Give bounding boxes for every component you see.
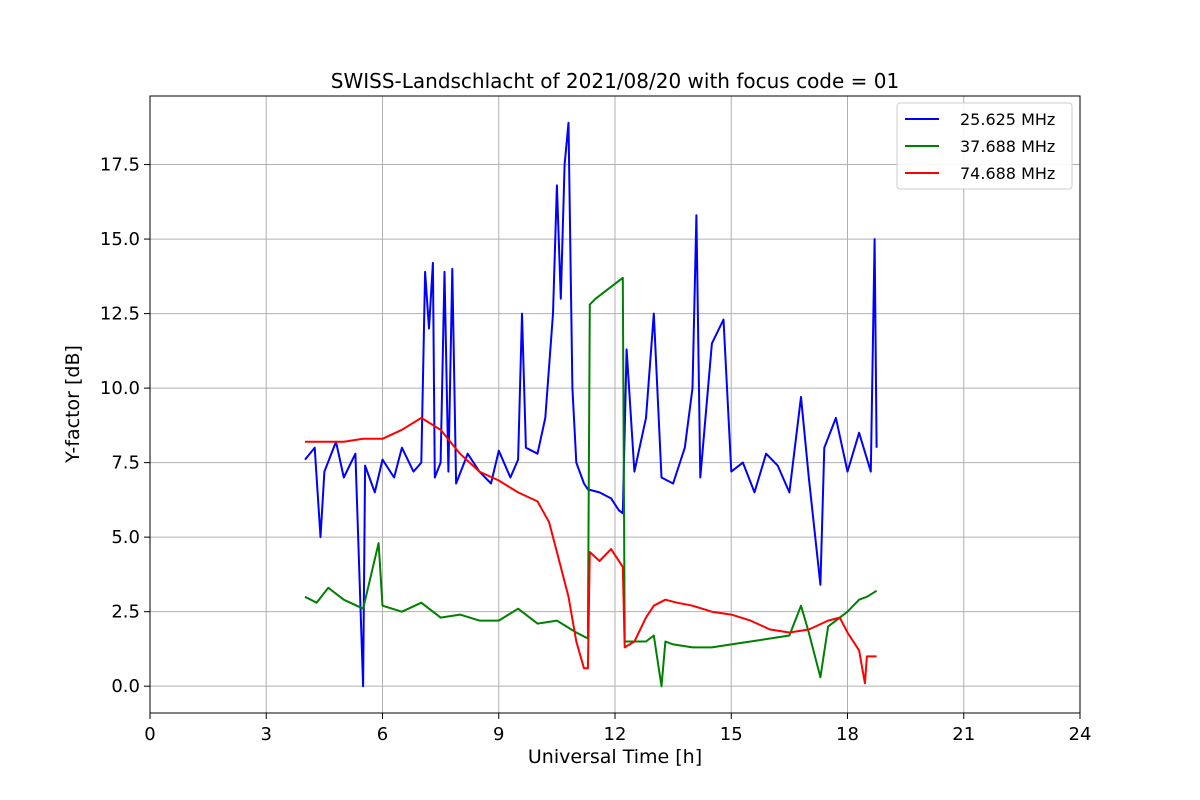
x-tick-label: 21 (952, 724, 975, 745)
legend: 25.625 MHz 37.688 MHz 74.688 MHz (896, 102, 1073, 190)
chart-title: SWISS-Landschlacht of 2021/08/20 with fo… (331, 69, 899, 93)
series-line-3 (305, 416, 877, 685)
y-tick-label: 10.0 (100, 378, 140, 399)
series-line-2 (304, 276, 878, 688)
y-tick-label: 2.5 (111, 602, 140, 623)
y-tick-label: 0.0 (111, 676, 140, 697)
y-tick-label: 12.5 (100, 304, 140, 325)
legend-box (896, 102, 1073, 190)
x-tick-label: 0 (144, 724, 155, 745)
x-tick-label: 3 (261, 724, 272, 745)
y-tick-label: 5.0 (111, 527, 140, 548)
x-tick-label: 15 (720, 724, 743, 745)
legend-label-2: 37.688 MHz (960, 137, 1055, 156)
x-axis-title: Universal Time [h] (528, 746, 702, 768)
series-line-1 (304, 121, 878, 688)
x-tick-label: 12 (604, 724, 627, 745)
legend-label-1: 25.625 MHz (960, 110, 1055, 129)
series-layer (304, 121, 878, 688)
legend-label-3: 74.688 MHz (960, 164, 1055, 183)
x-tick-label: 6 (377, 724, 388, 745)
y-tick-label: 7.5 (111, 453, 140, 474)
ticks: 0 3 6 9 12 15 18 21 24 0.0 2.5 5.0 7.5 10.0 12.5 15.0 17… (100, 155, 1092, 745)
y-axis-title: Y-factor [dB] (62, 345, 84, 464)
x-tick-label: 18 (836, 724, 859, 745)
x-tick-label: 9 (493, 724, 504, 745)
y-tick-label: 17.5 (100, 155, 140, 176)
x-tick-label: 24 (1069, 724, 1092, 745)
y-tick-label: 15.0 (100, 229, 140, 250)
